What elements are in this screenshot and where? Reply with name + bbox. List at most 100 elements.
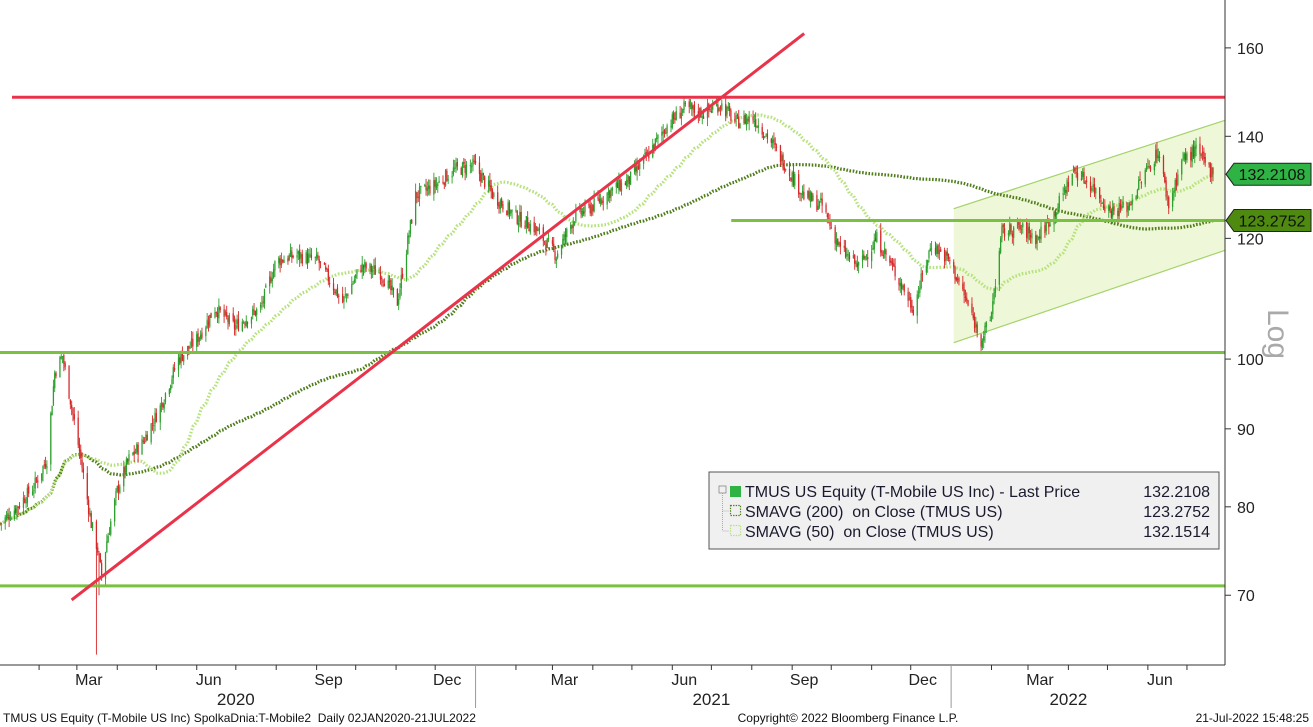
candle-body	[709, 109, 711, 111]
candle-body	[717, 104, 719, 113]
candle-body	[1158, 156, 1161, 158]
candle-body	[628, 176, 630, 184]
candle-body	[966, 297, 968, 301]
candle-body	[629, 171, 632, 185]
candle-body	[1027, 227, 1029, 240]
candle-body	[150, 423, 152, 443]
candle-body	[672, 113, 675, 120]
candle-body	[555, 258, 557, 261]
candle-body	[223, 309, 225, 317]
candle-body	[882, 255, 885, 257]
candle-body	[602, 201, 604, 203]
candle-body	[269, 276, 271, 287]
candle-body	[773, 138, 775, 143]
candle-body	[1148, 166, 1150, 168]
candle-body	[351, 284, 353, 295]
candle-body	[782, 154, 784, 169]
candle-body	[1053, 212, 1055, 225]
candle-body	[889, 256, 891, 263]
x-year-label: 2021	[692, 690, 730, 709]
candle-body	[232, 313, 234, 321]
candle-body	[17, 506, 19, 508]
candle-body	[465, 164, 468, 175]
candle-body	[371, 270, 374, 272]
candle-body	[662, 131, 664, 134]
candle-body	[132, 452, 134, 455]
candle-body	[0, 523, 2, 525]
candle-body	[912, 309, 914, 316]
candle-body	[428, 185, 430, 190]
candle-body	[1211, 167, 1213, 178]
candle-body	[360, 270, 362, 272]
candle-body	[803, 191, 805, 200]
y-tick-label: 140	[1237, 129, 1264, 146]
x-month-label: Jun	[1147, 672, 1173, 689]
candle-body	[91, 522, 94, 528]
candle-body	[55, 373, 57, 377]
candle-body	[984, 325, 986, 336]
candle-body	[444, 169, 447, 186]
candle-body	[253, 310, 255, 312]
candle-body	[1074, 167, 1076, 172]
candle-body	[189, 347, 191, 349]
candle-body	[543, 241, 546, 243]
candle-body	[955, 277, 957, 281]
candle-body	[1045, 222, 1047, 232]
candle-body	[28, 486, 30, 494]
candle-body	[46, 465, 48, 469]
sma-200-line	[0, 162, 1214, 526]
candle-body	[1110, 210, 1113, 218]
candle-body	[943, 249, 946, 262]
candle-body	[936, 245, 938, 254]
candle-body	[159, 405, 161, 423]
candle-body	[1091, 188, 1093, 191]
candle-body	[1147, 166, 1149, 168]
candle-body	[244, 323, 246, 325]
candle-body	[33, 489, 35, 491]
candle-body	[880, 230, 882, 253]
candle-body	[940, 249, 942, 252]
candle-body	[22, 497, 25, 508]
candle-body	[233, 319, 236, 330]
candle-body	[739, 123, 741, 129]
candle-body	[42, 465, 44, 474]
legend-marker-price	[730, 486, 741, 497]
candle-body	[4, 517, 6, 524]
candle-body	[1139, 179, 1141, 181]
candle-body	[545, 243, 547, 250]
candle-body	[800, 193, 802, 195]
candle-body	[1149, 166, 1152, 171]
candle-body	[736, 114, 739, 116]
x-month-label: Dec	[433, 672, 461, 689]
candle-body	[872, 247, 874, 250]
candle-body	[1049, 224, 1051, 227]
candle-body	[529, 223, 531, 233]
candle-body	[77, 417, 79, 445]
candle-body	[1003, 228, 1006, 237]
candle-body	[310, 254, 313, 259]
candle-body	[41, 473, 43, 481]
candle-body	[1185, 153, 1187, 161]
candle-body	[1029, 235, 1032, 238]
candle-body	[745, 118, 748, 126]
candle-body	[1165, 180, 1167, 197]
candle-body	[757, 125, 759, 128]
candle-body	[921, 273, 924, 275]
candle-body	[670, 125, 672, 128]
candle-body	[675, 110, 677, 120]
candle-body	[616, 182, 619, 189]
candle-body	[753, 121, 756, 123]
candle-body	[433, 180, 435, 195]
candle-body	[589, 204, 591, 214]
candle-body	[639, 163, 641, 170]
candle-body	[9, 518, 12, 520]
candle-body	[52, 386, 55, 405]
candle-body	[162, 403, 164, 408]
candle-body	[1100, 200, 1102, 202]
candle-body	[1112, 207, 1114, 217]
candle-body	[1099, 187, 1101, 199]
candle-body	[934, 247, 937, 254]
candle-body	[123, 466, 125, 487]
candle-body	[680, 113, 683, 119]
candle-body	[280, 258, 283, 266]
